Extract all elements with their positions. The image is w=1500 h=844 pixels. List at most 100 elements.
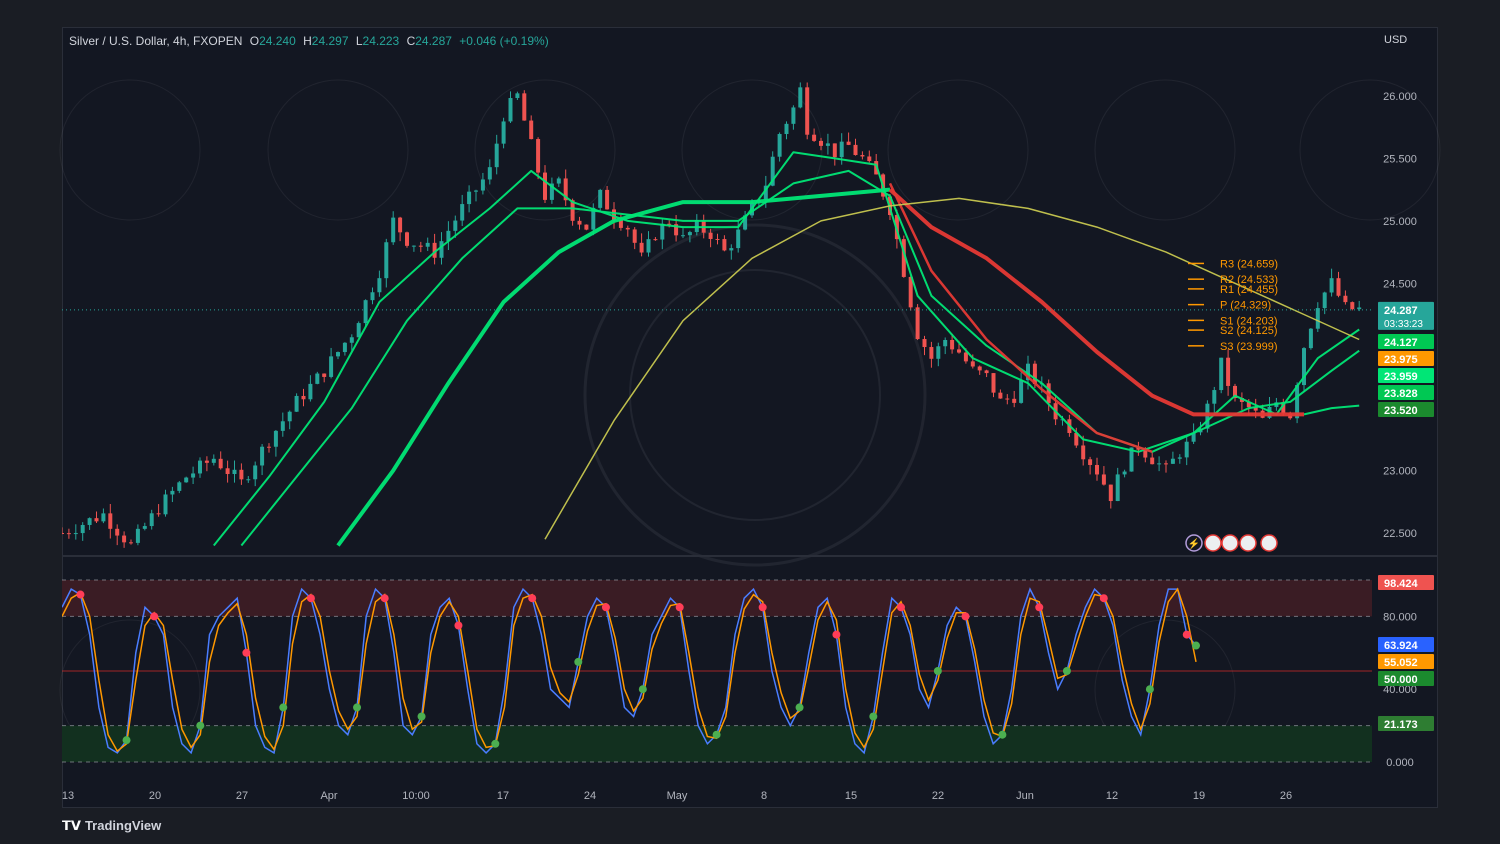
price-tick-label: 25.500 bbox=[1383, 153, 1417, 165]
us-flag-icon[interactable] bbox=[1221, 534, 1239, 552]
candle-body bbox=[1357, 307, 1362, 310]
us-flag-icon[interactable] bbox=[1239, 534, 1257, 552]
overbought-zone bbox=[62, 580, 1372, 617]
currency-label[interactable]: USD bbox=[1384, 34, 1408, 46]
candle-body bbox=[839, 141, 844, 158]
moving-average-line bbox=[544, 197, 1360, 540]
crossover-dot bbox=[638, 685, 647, 694]
candle-body bbox=[1191, 432, 1196, 442]
candle-body bbox=[391, 217, 396, 243]
crossover-dot bbox=[1182, 630, 1191, 639]
candle-body bbox=[819, 140, 823, 146]
candle-body bbox=[632, 229, 637, 243]
low-label: L bbox=[355, 34, 363, 48]
open-value: 24.240 bbox=[259, 34, 296, 48]
candle-body bbox=[363, 300, 368, 324]
candle-body bbox=[667, 223, 672, 225]
candle-body bbox=[1081, 445, 1086, 460]
candle-body bbox=[681, 235, 685, 237]
candle-body bbox=[108, 513, 113, 529]
candle-body bbox=[342, 342, 347, 353]
candle-body bbox=[142, 526, 147, 529]
price-axis[interactable]: 26.000 25.500 25.000 24.500 23.000 22.500 80.0… bbox=[1383, 91, 1417, 769]
crossover-dot bbox=[1145, 685, 1154, 694]
candle-body bbox=[211, 458, 216, 463]
candle-body bbox=[225, 468, 230, 475]
tradingview-logo[interactable]: 𝗧𝗩 TradingView bbox=[62, 818, 161, 834]
candle-body bbox=[267, 446, 271, 448]
price-tag-text: 63.924 bbox=[1384, 640, 1419, 652]
candle-body bbox=[494, 143, 499, 168]
candle-body bbox=[425, 242, 430, 247]
candle-body bbox=[1246, 401, 1251, 408]
close-label: C bbox=[406, 34, 416, 48]
crossover-dot bbox=[961, 612, 970, 621]
time-tick-label: 26 bbox=[1280, 790, 1292, 802]
price-tag-text: 24.287 bbox=[1384, 305, 1418, 317]
price-tick-label: 24.500 bbox=[1383, 278, 1417, 290]
candle-body bbox=[570, 200, 575, 221]
price-tag bbox=[1378, 301, 1434, 330]
candle-body bbox=[618, 220, 623, 228]
candle-body bbox=[777, 134, 782, 157]
candle-body bbox=[1101, 474, 1106, 485]
candle-body bbox=[1295, 385, 1300, 419]
crossover-dot bbox=[491, 739, 500, 748]
candle-body bbox=[1315, 308, 1320, 329]
candle-body bbox=[515, 93, 520, 99]
high-label: H bbox=[303, 34, 312, 48]
candle-body bbox=[1019, 380, 1024, 403]
pivot-label: R3 (24.659) bbox=[1220, 258, 1278, 270]
crossover-dot bbox=[242, 648, 251, 657]
candle-body bbox=[246, 479, 251, 481]
change-value: +0.046 (+0.19%) bbox=[459, 34, 549, 48]
crossover-dot bbox=[675, 603, 684, 612]
candle-body bbox=[1308, 328, 1313, 349]
candle-body bbox=[943, 339, 948, 347]
crossover-dot bbox=[380, 594, 389, 603]
candle-body bbox=[970, 361, 975, 367]
price-tick-label: 23.000 bbox=[1383, 466, 1417, 478]
crossover-dot bbox=[1062, 667, 1071, 675]
crossover-dot bbox=[1192, 641, 1200, 650]
dividend-icon[interactable] bbox=[1185, 534, 1203, 552]
pivot-label: S2 (24.125) bbox=[1220, 325, 1277, 337]
candle-body bbox=[791, 107, 796, 124]
candle-body bbox=[1136, 447, 1141, 450]
candle-body bbox=[280, 421, 285, 431]
candle-body bbox=[487, 167, 492, 180]
price-tag bbox=[1378, 368, 1434, 383]
candle-body bbox=[1219, 357, 1224, 391]
candle-body bbox=[1343, 295, 1348, 303]
candle-body bbox=[950, 339, 955, 350]
candle-body bbox=[729, 248, 734, 251]
high-value: 24.297 bbox=[311, 34, 349, 48]
crossover-dot bbox=[353, 703, 362, 712]
candle-body bbox=[543, 172, 547, 200]
candle-body bbox=[991, 373, 996, 393]
candle-body bbox=[177, 482, 182, 491]
us-flag-icon[interactable] bbox=[1260, 534, 1278, 552]
symbol-title[interactable]: Silver / U.S. Dollar, 4h, FXOPEN bbox=[69, 34, 243, 48]
price-tag bbox=[1378, 637, 1434, 652]
time-axis[interactable]: 13 20 27 Apr 10:00 17 24 May 8 15 22 Jun 12 19 26 bbox=[62, 790, 1292, 802]
event-icons[interactable]: ⚡ bbox=[1185, 534, 1278, 552]
candle-body bbox=[1164, 463, 1168, 465]
candle-body bbox=[94, 518, 99, 522]
candle-body bbox=[87, 518, 92, 525]
candle-body bbox=[1088, 459, 1093, 465]
candle-body bbox=[1170, 458, 1175, 464]
candle-body bbox=[736, 229, 741, 249]
candle-body bbox=[929, 347, 934, 359]
candle-body bbox=[460, 204, 465, 221]
symbol-header[interactable]: Silver / U.S. Dollar, 4h, FXOPEN O24.240… bbox=[69, 34, 553, 48]
candle-body bbox=[453, 220, 458, 231]
candle-body bbox=[1281, 402, 1286, 414]
us-flag-icon[interactable] bbox=[1204, 534, 1222, 552]
candle-body bbox=[708, 232, 713, 239]
candle-body bbox=[405, 232, 409, 246]
crossover-dot bbox=[832, 630, 841, 639]
moving-average-line bbox=[336, 187, 891, 547]
candle-body bbox=[1046, 383, 1051, 404]
